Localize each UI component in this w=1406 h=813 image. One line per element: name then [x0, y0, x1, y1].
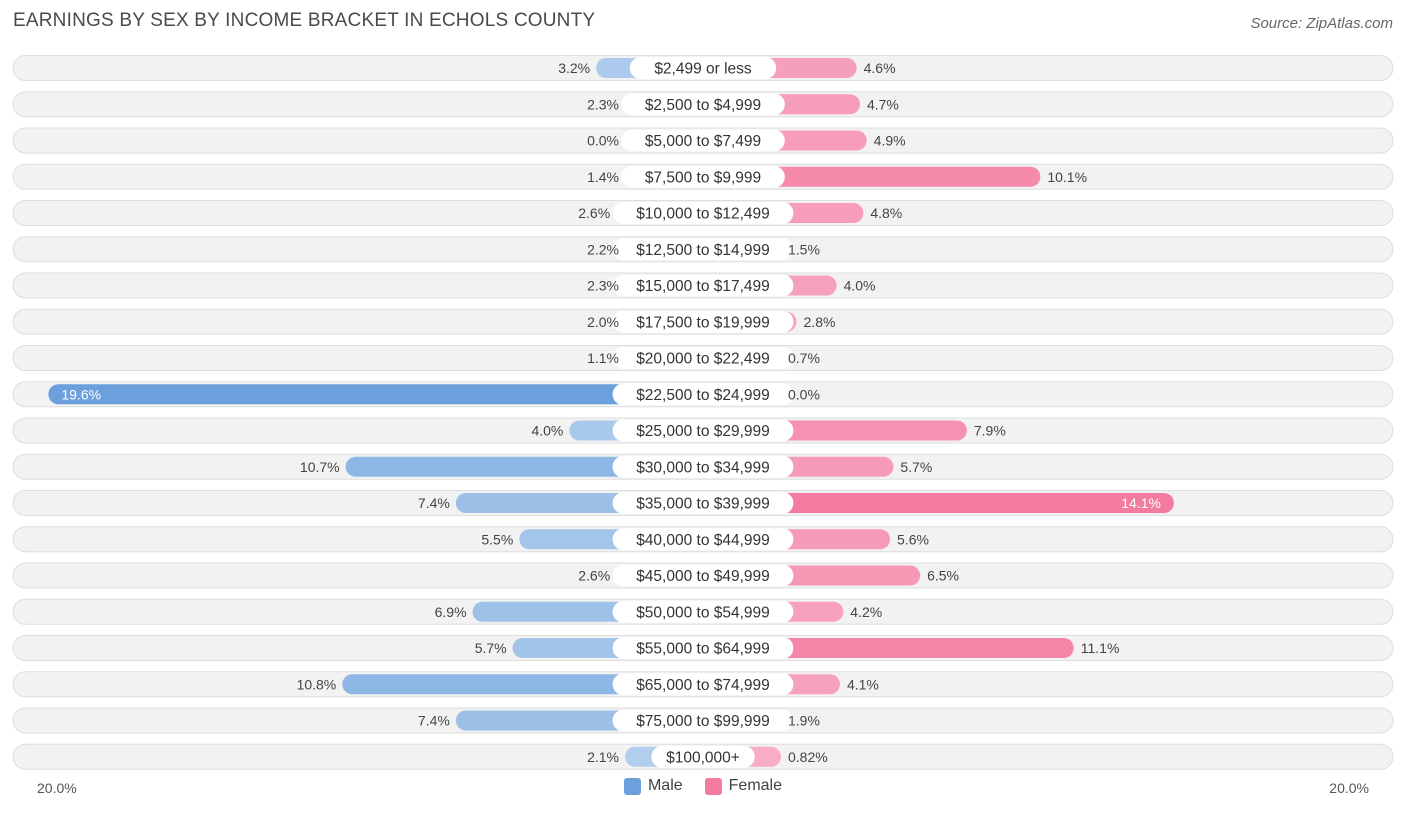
legend-label-female: Female: [728, 777, 783, 794]
category-pill: [612, 383, 794, 406]
bar-male: [48, 384, 704, 405]
value-label-female: 4.0%: [844, 278, 876, 294]
value-label-female: 4.2%: [850, 604, 882, 620]
value-label-female: 4.1%: [847, 676, 879, 692]
value-label-female: 2.8%: [804, 314, 836, 330]
category-pill: [612, 455, 794, 478]
legend-item-male[interactable]: Male: [623, 777, 683, 795]
category-label: $25,000 to $29,999: [636, 423, 770, 440]
category-label: $5,000 to $7,499: [645, 133, 761, 150]
category-pill: [629, 57, 777, 79]
value-label-female: 0.82%: [788, 749, 828, 765]
value-label-female: 4.6%: [864, 60, 896, 76]
legend-swatch-male: [623, 777, 641, 795]
value-label-male: 1.1%: [587, 350, 619, 366]
value-label-female: 4.9%: [874, 133, 906, 149]
legend-label-male: Male: [647, 777, 683, 794]
bar-female: [703, 493, 1174, 513]
category-label: $17,500 to $19,999: [636, 314, 770, 331]
category-pill: [612, 673, 794, 696]
category-label: $65,000 to $74,999: [636, 677, 770, 694]
value-label-female: 10.1%: [1047, 169, 1087, 185]
category-pill: [612, 274, 794, 297]
category-label: $2,500 to $4,999: [645, 97, 761, 114]
category-pill: [612, 310, 794, 333]
category-label: $45,000 to $49,999: [636, 568, 770, 585]
value-label-male: 4.0%: [531, 423, 563, 439]
value-label-male: 7.4%: [418, 495, 450, 511]
axis-right-label: 20.0%: [1329, 780, 1369, 796]
legend-item-female[interactable]: Female: [704, 777, 783, 795]
category-pill: [612, 528, 794, 551]
chart-title: EARNINGS BY SEX BY INCOME BRACKET IN ECH…: [13, 10, 596, 31]
value-label-male: 2.0%: [587, 314, 619, 330]
category-pill: [612, 709, 794, 732]
value-label-male: 2.2%: [587, 241, 619, 257]
value-label-female: 1.5%: [788, 241, 820, 257]
category-pill: [621, 93, 785, 116]
category-label: $75,000 to $99,999: [636, 713, 770, 730]
value-label-male: 10.8%: [297, 676, 337, 692]
category-pill: [612, 347, 794, 369]
bar-male: [342, 674, 703, 695]
axis-left-label: 20.0%: [37, 780, 77, 796]
category-pill: [612, 600, 794, 623]
category-pill: [612, 564, 794, 587]
bar-female: [703, 166, 1041, 187]
value-label-female: 4.7%: [867, 96, 899, 112]
value-label-female: 1.9%: [788, 713, 820, 729]
category-pill: [621, 129, 785, 152]
category-pill: [621, 165, 785, 188]
value-label-male: 5.5%: [481, 531, 513, 547]
value-label-female: 5.7%: [900, 459, 932, 475]
value-label-female: 6.5%: [927, 568, 959, 584]
category-label: $10,000 to $12,499: [636, 206, 770, 223]
source-label: Source: ZipAtlas.com: [1250, 15, 1393, 32]
category-pill: [612, 492, 794, 514]
value-label-female: 0.7%: [788, 350, 820, 366]
value-label-male: 2.3%: [587, 96, 619, 112]
category-pill: [612, 419, 794, 442]
value-label-male: 10.7%: [300, 459, 340, 475]
category-label: $20,000 to $22,499: [636, 351, 770, 368]
category-label: $100,000+: [666, 749, 740, 766]
value-label-male: 1.4%: [587, 169, 619, 185]
category-label: $7,500 to $9,999: [645, 169, 761, 186]
category-pill: [612, 202, 794, 224]
category-pill: [612, 637, 794, 659]
category-label: $30,000 to $34,999: [636, 459, 770, 476]
value-label-female: 14.1%: [1121, 495, 1161, 511]
category-pill: [651, 745, 755, 768]
bar-male: [345, 456, 703, 477]
bar-female: [703, 638, 1074, 658]
legend-swatch-female: [704, 777, 722, 795]
value-label-female: 7.9%: [974, 423, 1006, 439]
value-label-female: 4.8%: [870, 205, 902, 221]
value-label-female: 0.0%: [788, 386, 820, 402]
value-label-female: 5.6%: [897, 531, 929, 547]
category-label: $2,499 or less: [654, 61, 752, 78]
category-label: $55,000 to $64,999: [636, 641, 770, 658]
value-label-male: 2.6%: [578, 568, 610, 584]
value-label-male: 5.7%: [475, 640, 507, 656]
value-label-male: 6.9%: [435, 604, 467, 620]
value-label-male: 0.0%: [587, 133, 619, 149]
category-label: $50,000 to $54,999: [636, 604, 770, 621]
value-label-male: 2.6%: [578, 205, 610, 221]
value-label-male: 7.4%: [418, 713, 450, 729]
value-label-female: 11.1%: [1081, 640, 1120, 656]
category-label: $12,500 to $14,999: [636, 242, 770, 259]
legend: Male Female: [0, 777, 1406, 795]
category-label: $15,000 to $17,499: [636, 278, 770, 295]
category-label: $22,500 to $24,999: [636, 387, 770, 404]
value-label-male: 2.1%: [587, 749, 619, 765]
value-label-male: 2.3%: [587, 278, 619, 294]
value-label-male: 3.2%: [558, 60, 590, 76]
value-label-male: 19.6%: [61, 386, 101, 402]
category-pill: [612, 238, 794, 261]
category-label: $35,000 to $39,999: [636, 496, 770, 513]
category-label: $40,000 to $44,999: [636, 532, 770, 549]
